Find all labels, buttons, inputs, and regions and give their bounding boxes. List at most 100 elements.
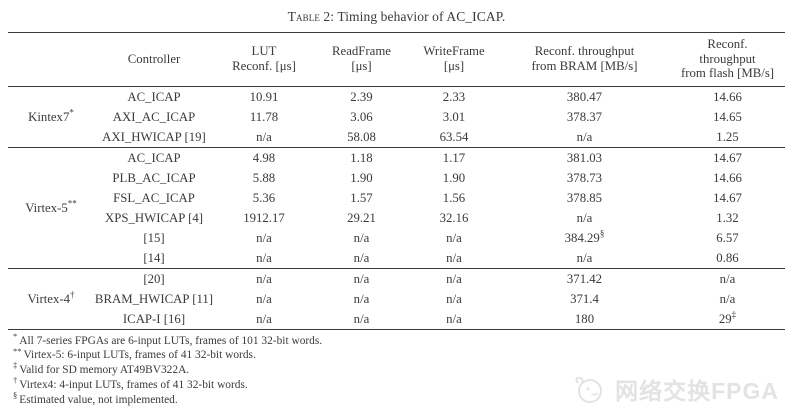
- table-row: [14] n/a n/a n/a n/a 0.86: [8, 248, 785, 269]
- cell-lut: 4.98: [214, 146, 314, 168]
- cell-controller: BRAM_HWICAP [11]: [94, 291, 214, 306]
- table-row: XPS_HWICAP [4] 1912.17 29.21 32.16 n/a 1…: [8, 208, 785, 228]
- cell-writeframe: 1.56: [442, 190, 466, 205]
- group-label-kintex7: Kintex7*: [28, 107, 74, 124]
- cell-writeframe: 32.16: [439, 210, 469, 225]
- cell-writeframe: n/a: [446, 230, 462, 245]
- cell-lut: 5.36: [252, 190, 276, 205]
- cell-controller: PLB_AC_ICAP: [112, 170, 196, 185]
- cell-lut: n/a: [256, 129, 272, 144]
- cell-flash: 1.32: [716, 210, 739, 225]
- cell-lut: 1912.17: [243, 210, 285, 225]
- cell-bram: 371.4: [570, 291, 599, 306]
- cell-lut: n/a: [256, 250, 272, 265]
- header-controller: Controller: [94, 32, 214, 87]
- table-caption-text: Timing behavior of AC_ICAP.: [337, 9, 506, 24]
- cell-writeframe: 3.01: [442, 109, 466, 124]
- cell-readframe: 1.57: [350, 190, 373, 205]
- table-row: PLB_AC_ICAP 5.88 1.90 1.90 378.73 14.66: [8, 168, 785, 188]
- table-row: ICAP-I [16] n/a n/a n/a 180 29‡: [8, 309, 785, 330]
- cell-writeframe: 2.33: [442, 89, 466, 104]
- footnote: * All 7-series FPGAs are 6-input LUTs, fr…: [13, 330, 323, 347]
- cell-flash: 0.86: [716, 250, 739, 265]
- group-label-virtex4: Virtex-4†: [8, 267, 94, 329]
- group-label-virtex5: Virtex-5**: [8, 146, 94, 268]
- cell-readframe: n/a: [353, 250, 370, 265]
- table-row: Virtex-4† [20] n/a n/a n/a 371.42 n/a: [8, 267, 785, 329]
- cell-flash: 1.25: [716, 129, 739, 144]
- cell-flash: 6.57: [716, 230, 739, 245]
- cell-flash: 29‡: [718, 309, 737, 326]
- cell-controller: AXI_HWICAP [19]: [102, 129, 206, 144]
- cell-writeframe: n/a: [446, 311, 462, 326]
- table-row: FSL_AC_ICAP 5.36 1.57 1.56 378.85 14.67: [8, 188, 785, 208]
- cell-bram: 371.42: [499, 267, 670, 289]
- cell-controller: AXI_AC_ICAP: [112, 109, 196, 124]
- cell-controller: AC_ICAP: [127, 89, 181, 104]
- cell-lut: 10.91: [249, 89, 279, 104]
- cell-readframe: 3.06: [350, 109, 373, 124]
- cell-bram: n/a: [576, 129, 593, 144]
- cell-lut: n/a: [256, 230, 272, 245]
- timing-table: Controller LUT Reconf. [μs] ReadFrame [μ…: [8, 32, 785, 330]
- cell-readframe: 1.90: [350, 170, 373, 185]
- cell-flash: 14.65: [713, 109, 742, 124]
- cell-writeframe: n/a: [409, 267, 499, 289]
- cell-controller: AC_ICAP: [94, 146, 214, 168]
- cell-readframe: 29.21: [347, 210, 376, 225]
- cell-controller: XPS_HWICAP [4]: [105, 210, 203, 225]
- header-group: [8, 32, 94, 87]
- footnote: † Virtex4: 4-input LUTs, frames of 41 32-…: [13, 375, 248, 391]
- cell-lut: n/a: [214, 267, 314, 289]
- table-row: BRAM_HWICAP [11] n/a n/a n/a 371.4 n/a: [8, 289, 785, 309]
- cell-flash: 14.66: [713, 89, 742, 104]
- footnote: § Estimated value, not implemented.: [13, 389, 178, 406]
- cell-writeframe: 1.17: [409, 146, 499, 168]
- watermark-logo-icon: [568, 373, 608, 405]
- cell-writeframe: 63.54: [439, 129, 469, 144]
- cell-bram: 381.03: [499, 146, 670, 168]
- table-caption: Table 2: Timing behavior of AC_ICAP.: [0, 0, 793, 26]
- cell-bram: 378.85: [566, 190, 603, 205]
- cell-bram: n/a: [576, 210, 593, 225]
- cell-lut: 5.88: [252, 170, 276, 185]
- cell-readframe: n/a: [314, 267, 409, 289]
- header-bram-throughput: Reconf. throughput from BRAM [MB/s]: [499, 32, 670, 87]
- cell-bram: 378.73: [566, 170, 603, 185]
- table-row: [15] n/a n/a n/a 384.29§ 6.57: [8, 228, 785, 248]
- header-writeframe: WriteFrame [μs]: [409, 32, 499, 87]
- cell-readframe: 2.39: [350, 89, 373, 104]
- cell-controller: [14]: [143, 250, 165, 265]
- header-flash-throughput: Reconf. throughput from flash [MB/s]: [670, 32, 785, 87]
- table-caption-label: Table 2:: [287, 9, 335, 24]
- header-row: Controller LUT Reconf. [μs] ReadFrame [μ…: [8, 32, 785, 87]
- cell-flash: n/a: [719, 291, 736, 306]
- table-row: Kintex7* AC_ICAP 10.91 2.39 2.33 380.47 …: [8, 86, 785, 124]
- cell-writeframe: 1.90: [442, 170, 466, 185]
- cell-writeframe: n/a: [446, 291, 462, 306]
- cell-readframe: 58.08: [347, 129, 376, 144]
- header-lut-reconf: LUT Reconf. [μs]: [214, 32, 314, 87]
- cell-controller: [20]: [94, 267, 214, 289]
- cell-readframe: n/a: [353, 311, 370, 326]
- cell-lut: n/a: [256, 311, 272, 326]
- table-row: AXI_HWICAP [19] n/a 58.08 63.54 n/a 1.25: [8, 127, 785, 148]
- cell-bram: 180: [574, 311, 595, 326]
- table-row: AXI_AC_ICAP 11.78 3.06 3.01 378.37 14.65: [8, 107, 785, 127]
- footnotes: * All 7-series FPGAs are 6-input LUTs, fr…: [13, 330, 793, 408]
- footnote: ** Virtex-5: 6-input LUTs, frames of 41 3…: [13, 345, 256, 362]
- cell-lut: 11.78: [249, 109, 279, 124]
- cell-readframe: n/a: [353, 230, 370, 245]
- watermark: 网络交换FPGA: [568, 372, 779, 406]
- cell-readframe: n/a: [353, 291, 370, 306]
- cell-controller: [15]: [143, 230, 165, 245]
- cell-lut: n/a: [256, 291, 272, 306]
- cell-flash: 14.67: [713, 190, 742, 205]
- cell-flash: 14.67: [670, 146, 785, 168]
- cell-flash: 14.66: [713, 170, 742, 185]
- cell-bram: n/a: [576, 250, 593, 265]
- cell-controller: ICAP-I [16]: [122, 311, 186, 326]
- cell-controller: FSL_AC_ICAP: [113, 190, 195, 205]
- cell-bram: 384.29§: [564, 228, 605, 245]
